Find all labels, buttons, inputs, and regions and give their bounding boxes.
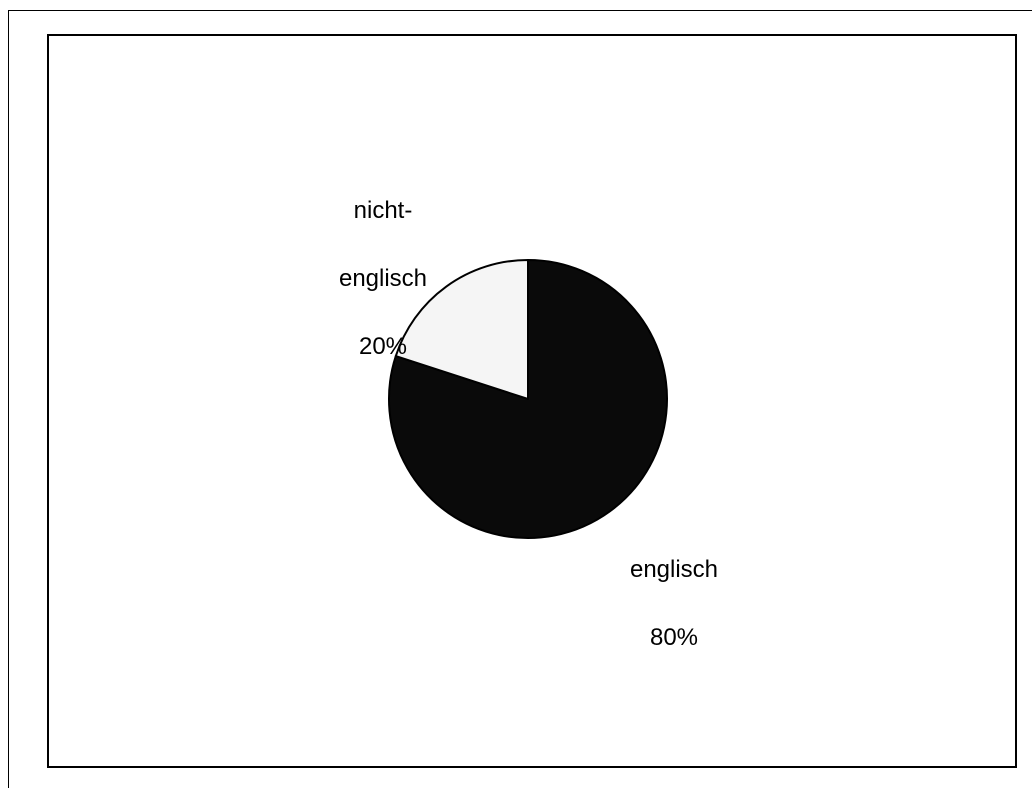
pie-slices: [388, 259, 668, 539]
slice-label-nicht-englisch: nicht- englisch 20%: [313, 160, 453, 398]
slice-label-englisch-name: englisch: [629, 556, 719, 583]
slice-label-englisch-percent: 80%: [649, 624, 699, 651]
outer-frame: [8, 10, 1032, 788]
slice-label-englisch: englisch 80%: [604, 519, 744, 689]
slice-label-nicht-englisch-line1: nicht-: [353, 197, 413, 224]
pie-slice-nicht-englisch: [394, 259, 529, 400]
slice-label-nicht-englisch-percent: 20%: [358, 333, 408, 360]
slice-label-nicht-englisch-line2: englisch: [338, 265, 428, 292]
